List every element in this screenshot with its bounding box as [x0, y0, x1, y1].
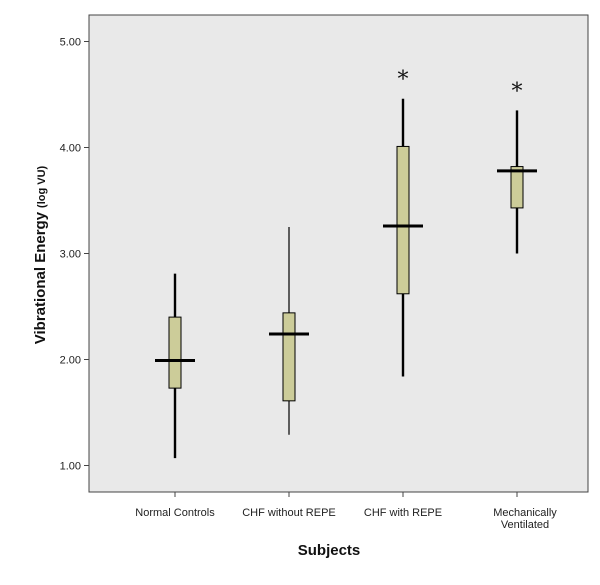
- significance-marker: *: [398, 68, 409, 93]
- iqr-box: [168, 316, 182, 389]
- iqr-box: [396, 145, 410, 295]
- y-axis-title-main: Vibrational Energy: [32, 211, 49, 344]
- box-1: [155, 273, 195, 459]
- y-tick-label: 3.00: [60, 249, 81, 261]
- x-category-label: Mechanically: [493, 507, 557, 519]
- box-3: *: [383, 68, 423, 377]
- x-category-label: Normal Controls: [135, 507, 215, 519]
- x-category-label: Ventilated: [501, 519, 549, 531]
- x-axis: Normal Controls CHF without REPE CHF with …: [135, 492, 557, 531]
- y-axis-title-unit: (log VU): [36, 165, 48, 207]
- y-axis-title: Vibrational Energy (log VU): [32, 165, 49, 344]
- box-4: *: [497, 79, 537, 254]
- y-tick-label: 5.00: [60, 37, 81, 49]
- x-category-label: CHF with REPE: [364, 507, 442, 519]
- y-axis: 1.00 2.00 3.00 4.00 5.00: [60, 37, 89, 473]
- iqr-box: [510, 166, 524, 209]
- significance-marker: *: [512, 79, 523, 104]
- y-tick-label: 1.00: [60, 461, 81, 473]
- x-axis-title: Subjects: [298, 542, 361, 559]
- boxes-group: * *: [155, 68, 537, 459]
- y-tick-label: 4.00: [60, 143, 81, 155]
- plot-area: [88, 14, 589, 493]
- box-2: [269, 227, 309, 435]
- x-category-label: CHF without REPE: [242, 507, 336, 519]
- y-tick-label: 2.00: [60, 355, 81, 367]
- iqr-box: [282, 312, 296, 402]
